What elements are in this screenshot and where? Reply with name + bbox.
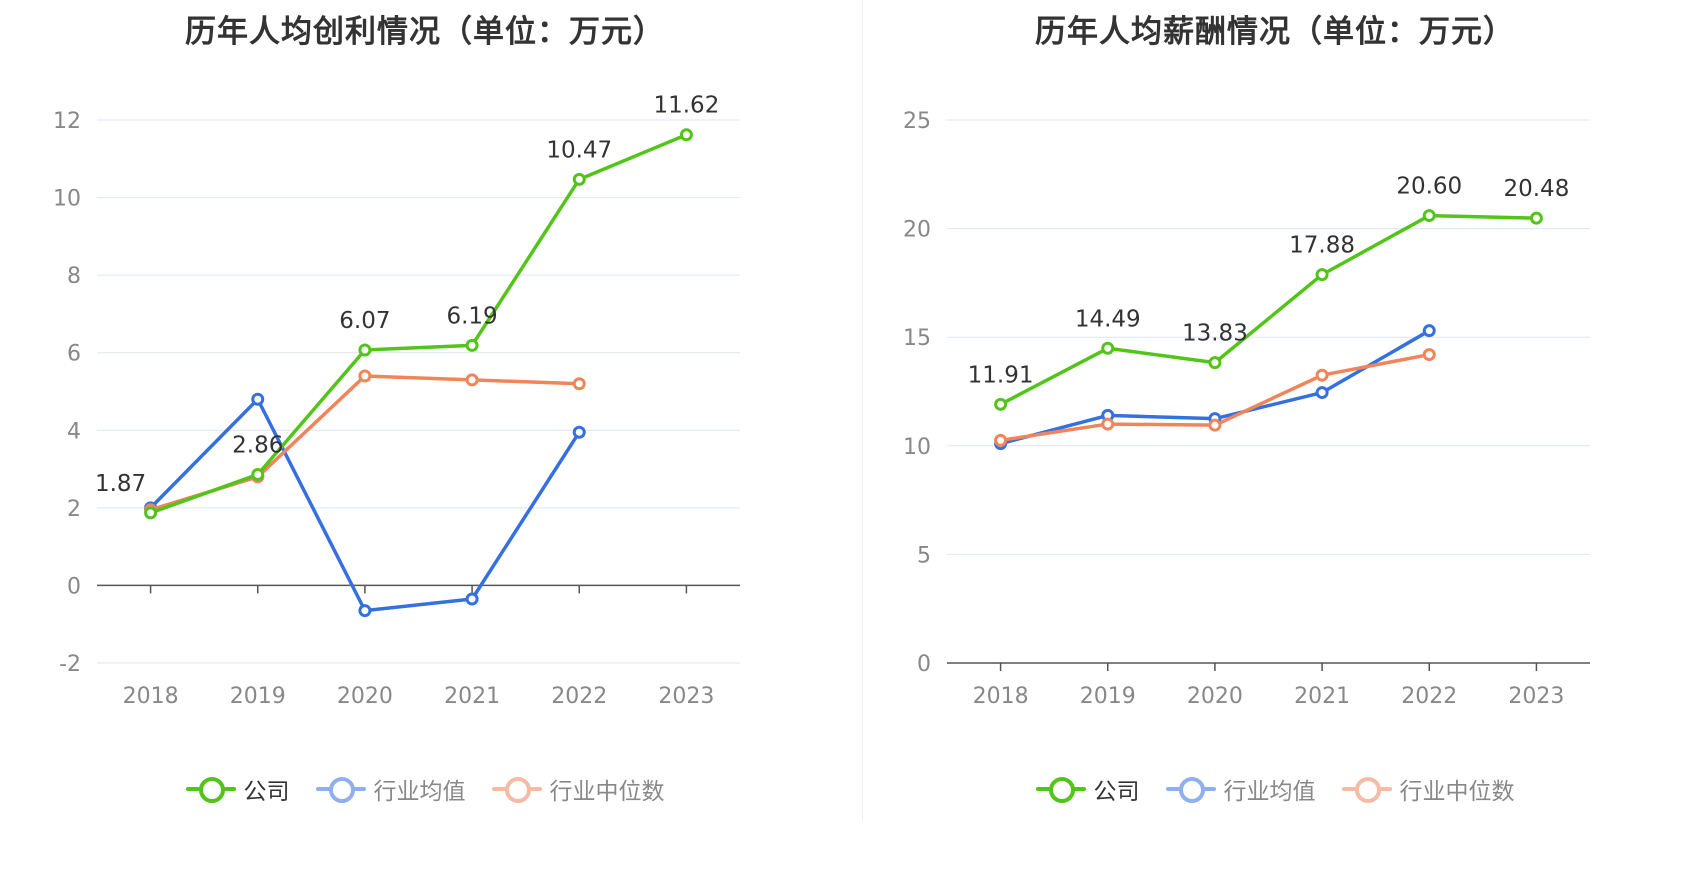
series-line [149, 397, 581, 613]
legend-item-company[interactable]: 公司 [185, 772, 290, 806]
data-point [1422, 209, 1436, 223]
data-point [679, 128, 693, 142]
x-tick-label: 2023 [1508, 684, 1564, 709]
x-tick-label: 2022 [551, 684, 607, 709]
legend-item-industry-avg[interactable]: 行业均值 [315, 772, 466, 806]
data-point [994, 433, 1008, 447]
y-tick-label: 5 [917, 543, 931, 568]
legend-label-industry-avg: 行业均值 [373, 779, 466, 805]
data-label: 10.47 [546, 137, 612, 163]
legend-label-industry-median: 行业中位数 [1399, 779, 1515, 805]
legend-item-industry-median[interactable]: 行业中位数 [1341, 772, 1515, 806]
series-line [999, 213, 1537, 406]
data-point [1208, 356, 1222, 370]
legend-line-marker-icon [1341, 776, 1392, 803]
salary-per-capita-chart: 0 5 10 15 20 25 2018 2019 2020 2021 2022 2023 11.91 1… [903, 109, 1590, 709]
legend-line-marker-icon [491, 776, 542, 803]
data-point [358, 343, 372, 357]
x-tick-label: 2019 [230, 684, 286, 709]
legend-line-marker-icon [1035, 776, 1086, 803]
data-point [144, 506, 158, 520]
y-tick-label: 0 [917, 652, 931, 677]
data-label: 6.07 [339, 308, 390, 334]
x-tick-label: 2020 [1187, 684, 1243, 709]
data-point [1208, 418, 1222, 432]
legend-label-company: 公司 [243, 779, 290, 805]
data-point [1315, 368, 1329, 382]
x-tick-label: 2019 [1080, 684, 1136, 709]
legend-label-company: 公司 [1093, 779, 1140, 805]
legend-line-marker-icon [315, 776, 366, 803]
data-label: 20.60 [1396, 174, 1462, 200]
legend-label-industry-median: 行业中位数 [549, 779, 665, 805]
data-point [1101, 341, 1115, 355]
data-point [251, 392, 265, 406]
chart-title-profit: 历年人均创利情况（单位：万元） [185, 14, 665, 50]
data-point [465, 592, 479, 606]
x-tick-label: 2021 [444, 684, 500, 709]
data-point [358, 369, 372, 383]
data-point [572, 425, 586, 439]
data-point [465, 338, 479, 352]
data-label: 1.87 [95, 471, 146, 497]
data-point [465, 373, 479, 387]
legend-item-company[interactable]: 公司 [1035, 772, 1140, 806]
y-tick-label: 15 [903, 326, 931, 351]
y-tick-label: 0 [67, 574, 81, 599]
y-tick-label: 2 [67, 497, 81, 522]
data-point [1422, 348, 1436, 362]
series-line [149, 133, 688, 515]
salary-per-capita-chart-panel: 历年人均薪酬情况（单位：万元） 0 5 10 15 20 25 2018 2019 2020 20… [850, 0, 1700, 874]
profit-per-capita-chart-panel: 历年人均创利情况（单位：万元） -2 0 2 4 6 8 10 12 2018 2019 2020 2… [0, 14, 850, 806]
y-tick-label: 12 [53, 109, 81, 134]
legend-line-marker-icon [1165, 776, 1216, 803]
data-point [572, 377, 586, 391]
legend-item-industry-avg[interactable]: 行业均值 [1165, 772, 1316, 806]
panel-divider [862, 0, 863, 820]
y-tick-label: 8 [67, 264, 81, 289]
data-label: 20.48 [1503, 176, 1569, 202]
data-point [994, 397, 1008, 411]
data-label: 11.62 [653, 93, 719, 119]
profit-per-capita-chart: -2 0 2 4 6 8 10 12 2018 2019 2020 2021 2022 2023 1.87 2… [53, 93, 740, 709]
y-tick-label: 4 [67, 419, 81, 444]
data-label: 14.49 [1075, 306, 1141, 332]
legend-line-marker-icon [185, 776, 236, 803]
data-point [1529, 211, 1543, 225]
data-point [358, 604, 372, 618]
data-label: 6.19 [446, 303, 497, 329]
y-tick-label: 10 [53, 187, 81, 212]
data-point [1101, 417, 1115, 431]
legend-profit: 公司 行业均值 行业中位数 [0, 772, 850, 806]
y-tick-label: 6 [67, 342, 81, 367]
x-tick-label: 2018 [123, 684, 179, 709]
data-point [1315, 268, 1329, 282]
data-label: 17.88 [1289, 233, 1355, 259]
data-point [572, 172, 586, 186]
legend-salary: 公司 行业均值 行业中位数 [850, 772, 1700, 806]
x-tick-label: 2021 [1294, 684, 1350, 709]
data-point [1315, 386, 1329, 400]
data-label: 13.83 [1182, 321, 1248, 347]
legend-label-industry-avg: 行业均值 [1223, 779, 1316, 805]
data-label: 11.91 [968, 362, 1034, 388]
x-tick-label: 2022 [1401, 684, 1457, 709]
y-tick-label: 20 [903, 218, 931, 243]
y-tick-label: 10 [903, 435, 931, 460]
x-tick-label: 2018 [973, 684, 1029, 709]
data-point [251, 468, 265, 482]
y-tick-label: -2 [59, 652, 81, 677]
chart-title-salary: 历年人均薪酬情况（单位：万元） [1035, 14, 1515, 50]
x-tick-label: 2023 [658, 684, 714, 709]
data-label: 2.86 [232, 433, 283, 459]
x-tick-label: 2020 [337, 684, 393, 709]
data-point [1422, 324, 1436, 338]
y-tick-label: 25 [903, 109, 931, 134]
legend-item-industry-median[interactable]: 行业中位数 [491, 772, 665, 806]
